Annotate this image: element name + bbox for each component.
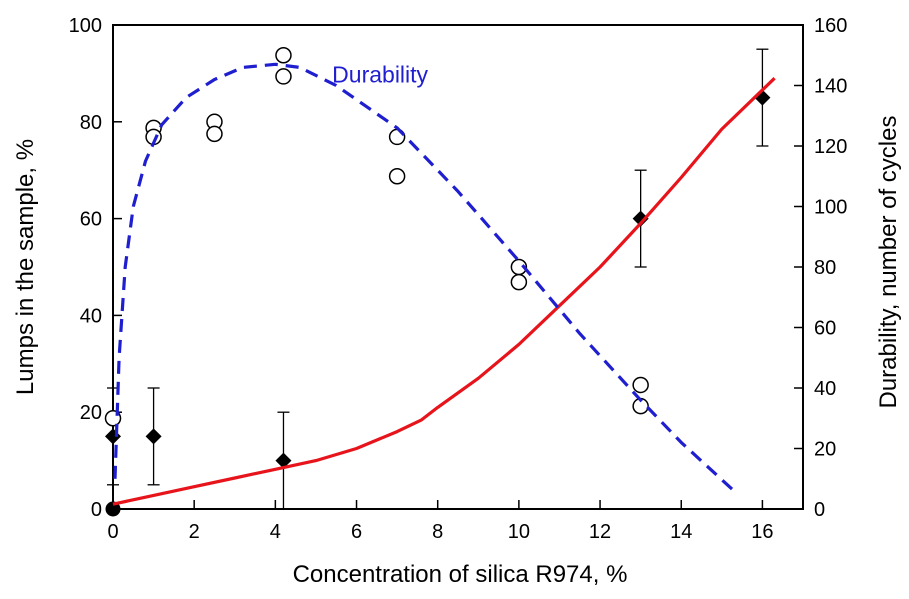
y-axis-title: Lumps in the sample, % — [12, 139, 39, 395]
y2-tick-label-2: 40 — [814, 378, 836, 400]
y-tick-label-4: 80 — [80, 112, 102, 134]
diamond-point-0 — [105, 428, 121, 445]
x-tick-label-1: 2 — [189, 521, 200, 543]
y2-tick-label-1: 20 — [814, 439, 836, 461]
y2-tick-label-8: 160 — [814, 15, 847, 37]
x-tick-label-2: 4 — [270, 521, 281, 543]
open-circle-point-4 — [206, 125, 223, 143]
open-circle-point-10 — [510, 273, 528, 291]
y-tick-label-5: 100 — [69, 15, 102, 37]
y2-tick-label-0: 0 — [814, 499, 825, 521]
diamond-point-2 — [275, 452, 292, 469]
y2-tick-label-7: 140 — [814, 76, 847, 98]
filled-circle-point-0 — [105, 501, 121, 517]
plot-frame — [112, 24, 804, 510]
open-circle-point-6 — [275, 68, 292, 85]
y2-tick-label-6: 120 — [814, 136, 847, 158]
y-tick-label-3: 60 — [80, 209, 102, 231]
open-circle-point-5 — [275, 47, 292, 64]
x-axis-title: Concentration of silica R974, % — [293, 561, 628, 588]
ticks: 0 2 4 6 8 10 12 14 16020406080100020406080100120… — [69, 15, 848, 543]
x-tick-label-7: 14 — [670, 521, 692, 543]
x-tick-label-5: 10 — [508, 521, 530, 543]
y-tick-label-0: 0 — [91, 499, 102, 521]
x-tick-label-0: 0 — [107, 521, 118, 543]
series-layer — [104, 47, 776, 517]
y-tick-label-2: 40 — [80, 305, 102, 327]
open-circle-point-11 — [632, 376, 649, 394]
x-tick-label-8: 16 — [751, 521, 773, 543]
y2-tick-label-3: 60 — [814, 318, 836, 340]
y2-tick-label-4: 80 — [814, 257, 836, 279]
y2-axis-title: Durability, number of cycles — [875, 116, 902, 409]
x-tick-label-3: 6 — [351, 521, 362, 543]
series-line-2 — [112, 77, 776, 506]
durability-annotation: Durability — [332, 61, 428, 87]
diamond-point-1 — [145, 428, 162, 445]
series-line-4 — [113, 62, 736, 493]
y2-tick-label-5: 100 — [814, 197, 847, 219]
x-tick-label-4: 8 — [432, 521, 443, 543]
x-tick-label-6: 12 — [589, 521, 611, 543]
diamond-point-3 — [632, 210, 649, 227]
y-tick-label-1: 20 — [80, 402, 102, 424]
open-circle-point-8 — [388, 168, 406, 185]
labels-layer: Concentration of silica R974, % Lumps in… — [12, 61, 902, 588]
